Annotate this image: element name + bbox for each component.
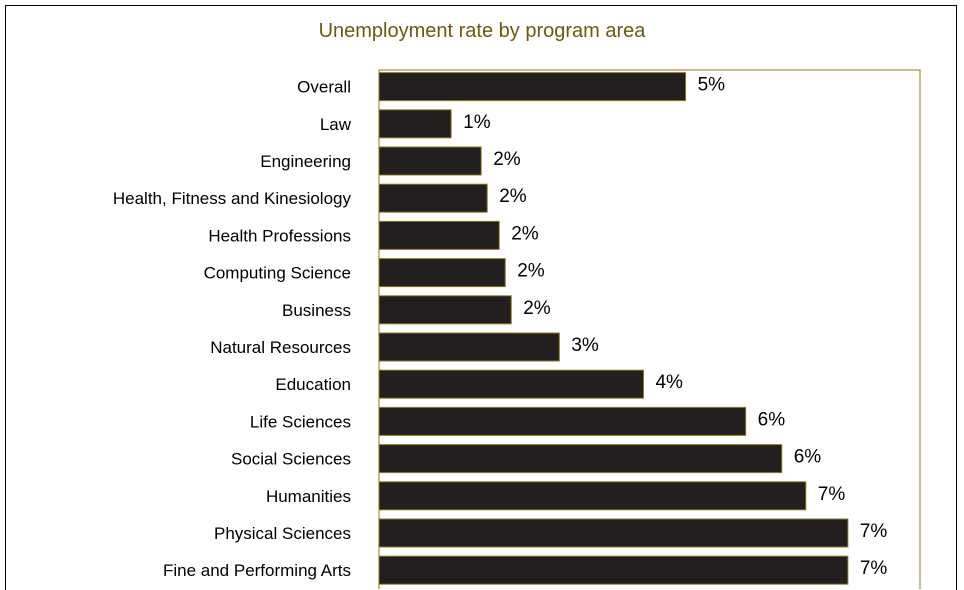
bar [378, 555, 849, 585]
bar [378, 369, 644, 399]
category-label: Computing Science [204, 264, 351, 283]
category-label: Fine and Performing Arts [163, 561, 351, 580]
bar [378, 72, 687, 102]
data-label: 2% [511, 223, 539, 244]
data-label: 2% [517, 261, 545, 282]
data-label: 7% [818, 484, 846, 505]
data-label: 3% [571, 335, 599, 356]
category-label: Physical Sciences [214, 524, 351, 543]
category-label: Overall [297, 78, 351, 97]
category-label: Health, Fitness and Kinesiology [113, 189, 352, 208]
bar [378, 220, 500, 250]
data-label: 4% [655, 372, 683, 393]
data-label: 1% [463, 112, 491, 133]
bar [378, 109, 452, 139]
data-label: 2% [493, 149, 521, 170]
bars-group [378, 72, 849, 585]
category-label: Life Sciences [250, 412, 351, 431]
bar [378, 481, 807, 511]
chart-title: Unemployment rate by program area [318, 20, 646, 42]
data-label: 2% [499, 186, 527, 207]
bar [378, 518, 849, 548]
category-label: Humanities [266, 487, 351, 506]
data-label: 6% [758, 409, 786, 430]
category-label: Social Sciences [231, 450, 351, 469]
bar [378, 444, 783, 474]
bar [378, 183, 488, 213]
data-label: 2% [523, 298, 551, 319]
category-label: Education [275, 375, 351, 394]
category-label: Law [320, 115, 352, 134]
category-label: Engineering [260, 152, 351, 171]
bar [378, 332, 560, 362]
category-label: Health Professions [208, 226, 351, 245]
bar [378, 406, 747, 436]
bar [378, 258, 506, 288]
plot-area [378, 69, 921, 589]
bar [378, 146, 482, 176]
category-labels: Overall Law Engineering Health, Fitness and… [113, 78, 352, 581]
bar [378, 295, 512, 325]
category-label: Natural Resources [210, 338, 351, 357]
data-label: 7% [860, 521, 888, 542]
data-label: 7% [860, 558, 888, 579]
value-labels: 5%1%2%2%2%2%2%3%4%6%6%7%7%7% [463, 75, 887, 580]
data-label: 6% [794, 447, 822, 468]
data-label: 5% [698, 75, 726, 96]
category-label: Business [282, 301, 351, 320]
